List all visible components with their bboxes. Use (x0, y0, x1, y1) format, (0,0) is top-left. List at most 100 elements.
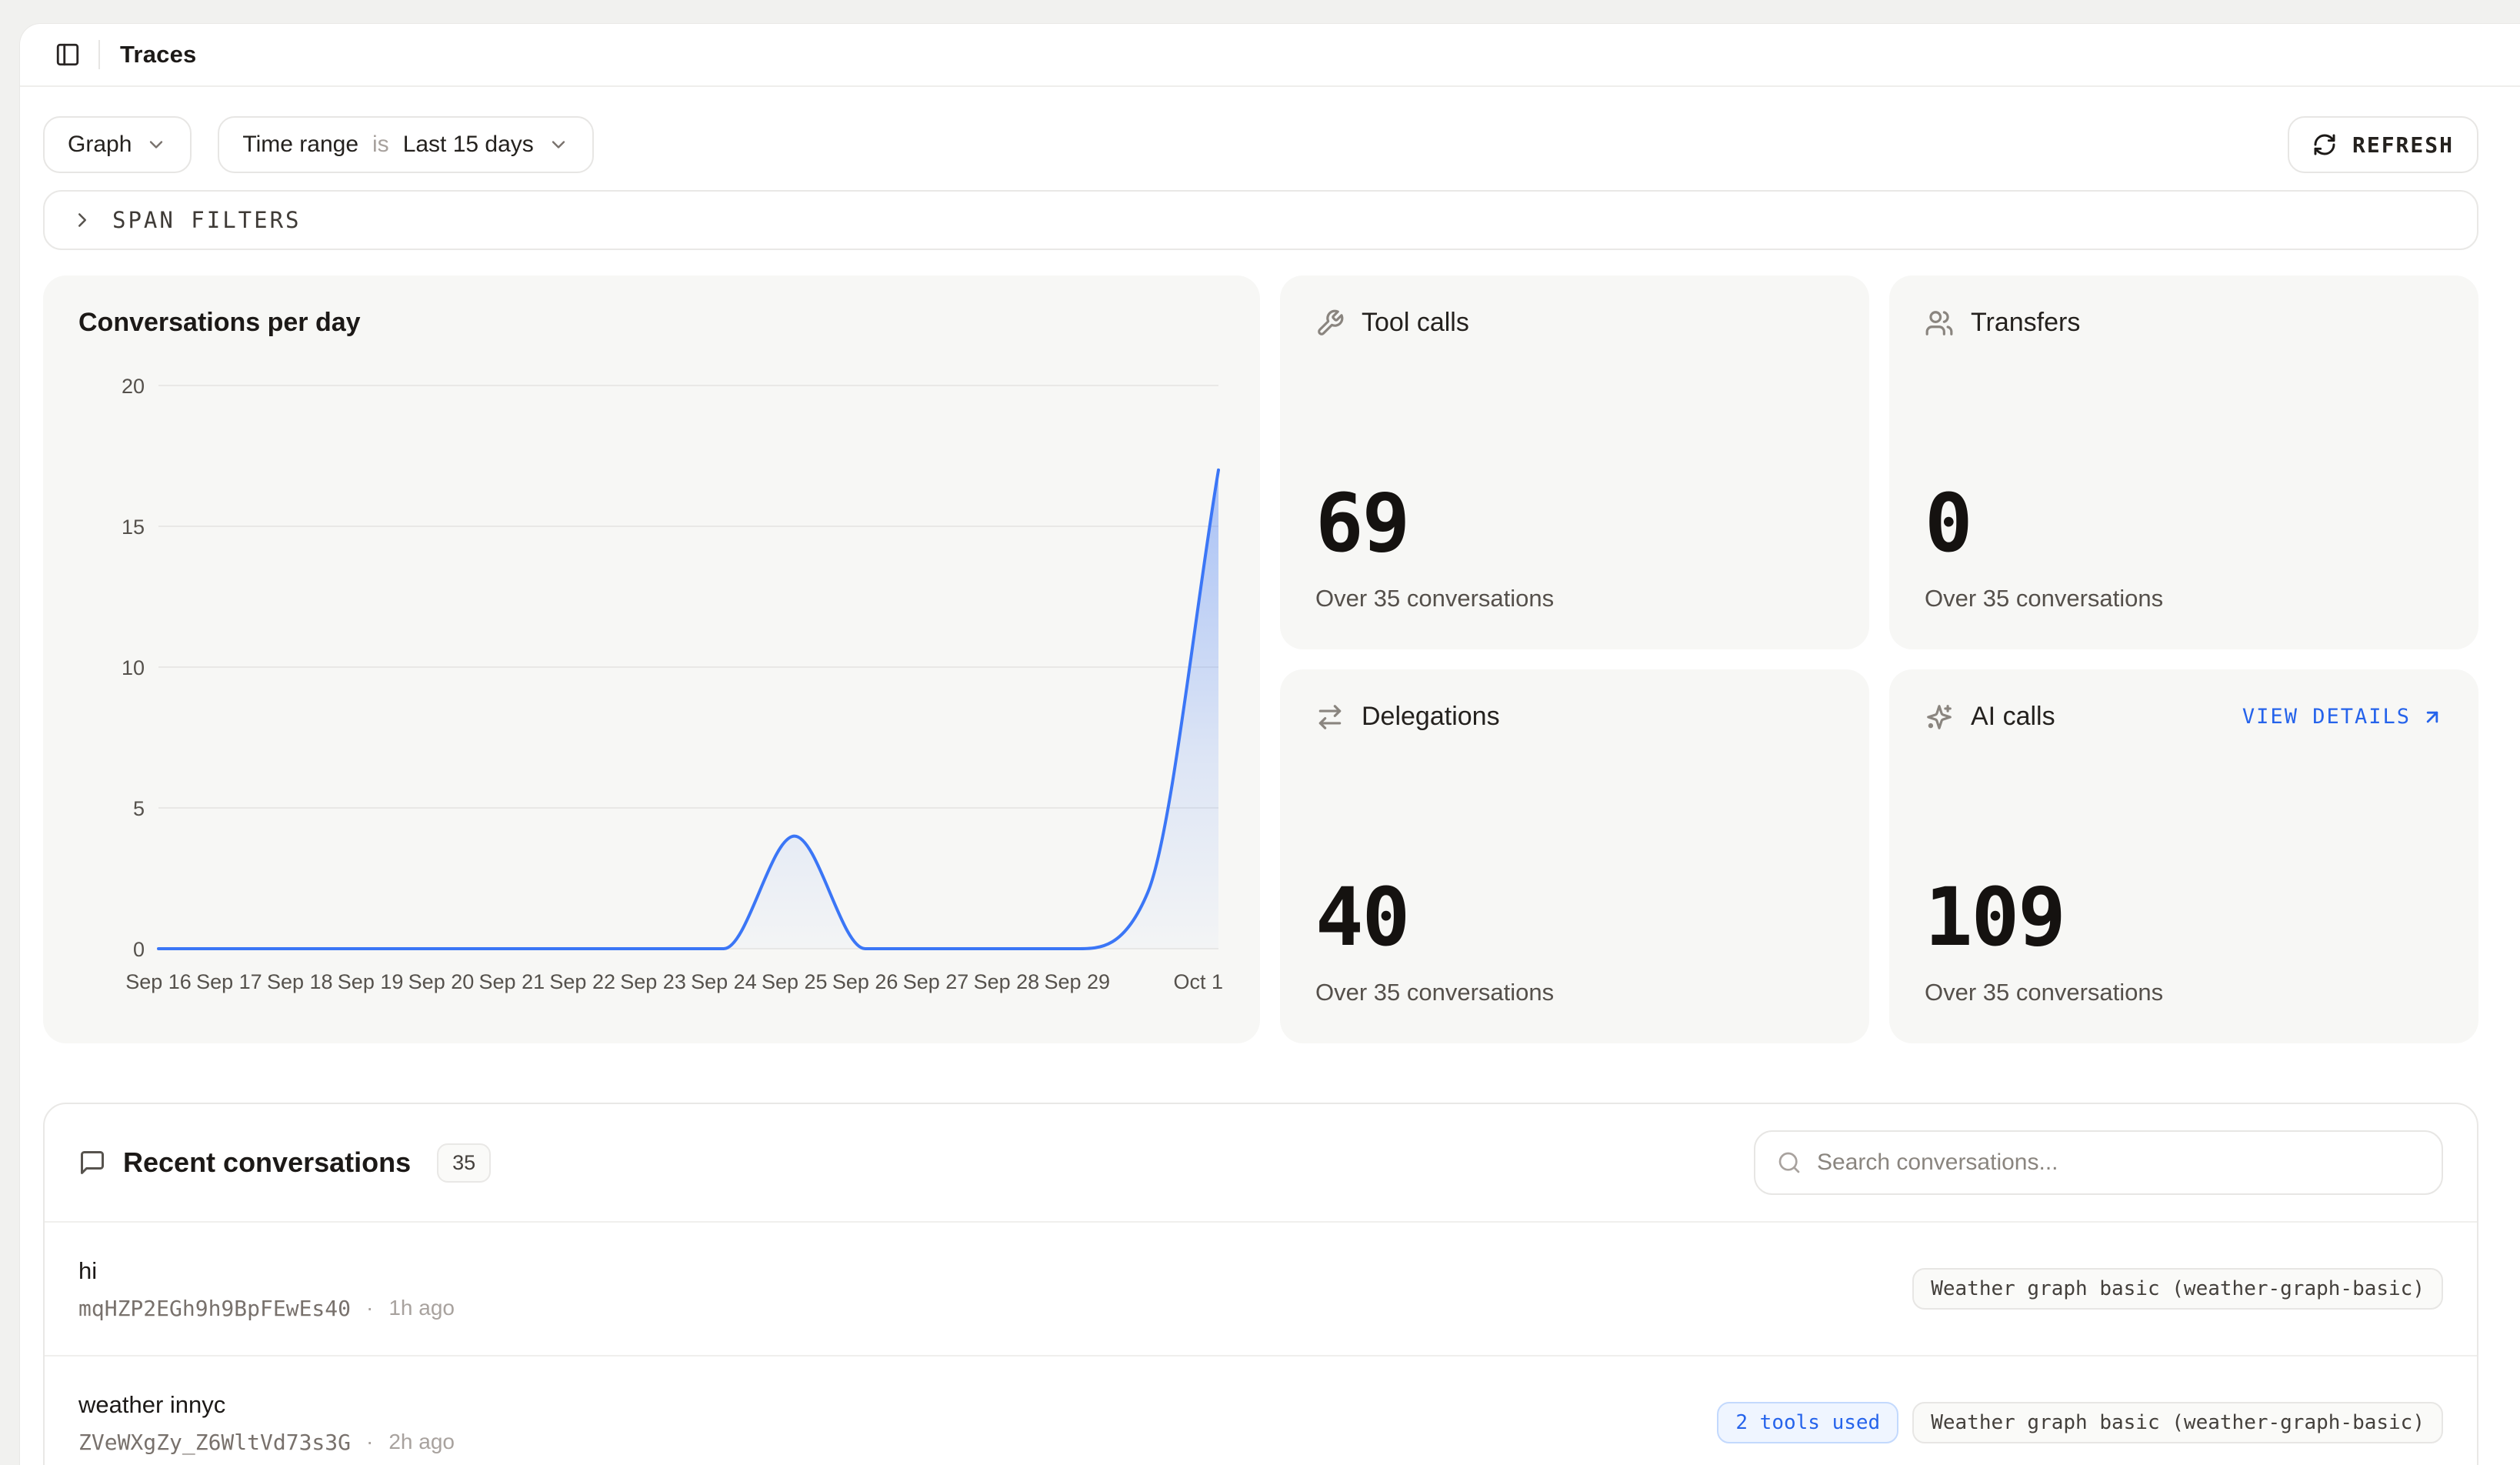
search-box (1754, 1130, 2443, 1195)
stat-value: 0 (1925, 476, 1973, 570)
stat-card-header: Delegations (1315, 702, 1834, 732)
svg-text:10: 10 (122, 656, 145, 679)
app-header: Traces (20, 24, 2520, 87)
chart-title: Conversations per day (78, 308, 361, 337)
page-title: Traces (120, 41, 197, 68)
stat-card-tool-calls: Tool calls 69 Over 35 conversations (1280, 275, 1869, 649)
stat-card-delegations: Delegations 40 Over 35 conversations (1280, 669, 1869, 1043)
refresh-icon (2312, 132, 2337, 157)
time-range-field: Time range (242, 132, 359, 157)
dot-separator: · (366, 1430, 374, 1453)
agent-badge: Weather graph basic (weather-graph-basic… (1912, 1268, 2443, 1310)
tools-used-badge: 2 tools used (1717, 1402, 1899, 1443)
conversations-chart: 0 5 10 15 20 Sep 16 Sep 17 Sep 18 Sep 19 Sep 20 Se… (78, 349, 1225, 1014)
svg-text:20: 20 (122, 375, 145, 398)
chevron-right-icon (71, 209, 94, 232)
svg-text:Sep 21: Sep 21 (479, 970, 545, 993)
search-icon (1777, 1150, 1802, 1175)
time-range-filter[interactable]: Time range is Last 15 days (218, 116, 594, 173)
svg-text:Sep 26: Sep 26 (832, 970, 898, 993)
conversation-row-left: weather innyc ZVeWXgZy_Z6WltVd73s3G · 2h… (78, 1391, 455, 1455)
svg-text:Oct 1: Oct 1 (1173, 970, 1223, 993)
conversation-badges: 2 tools used Weather graph basic (weathe… (1717, 1402, 2443, 1443)
stat-subtitle: Over 35 conversations (1315, 585, 1555, 612)
recent-conversations-header: Recent conversations 35 (45, 1104, 2477, 1221)
main-panel: Traces Graph Time range is Last 15 days (19, 23, 2520, 1465)
conversation-list: hi mqHZP2EGh9h9BpFEwEs40 · 1h ago Weathe… (45, 1221, 2477, 1465)
dot-separator: · (366, 1296, 374, 1320)
panel-left-icon (55, 42, 81, 68)
stat-label: Tool calls (1362, 308, 1469, 337)
graph-dropdown-label: Graph (68, 132, 132, 157)
view-details-label: VIEW DETAILS (2242, 705, 2411, 729)
stat-card-header: AI calls VIEW DETAILS (1925, 702, 2443, 732)
recent-conversations-title: Recent conversations (123, 1146, 412, 1178)
arrow-up-right-icon (2422, 706, 2443, 728)
svg-text:Sep 23: Sep 23 (620, 970, 686, 993)
toolbar: Graph Time range is Last 15 days (43, 116, 2478, 173)
conversation-row[interactable]: weather innyc ZVeWXgZy_Z6WltVd73s3G · 2h… (45, 1357, 2477, 1465)
stat-value: 40 (1315, 870, 1410, 964)
conversation-row-left: hi mqHZP2EGh9h9BpFEwEs40 · 1h ago (78, 1257, 455, 1321)
svg-text:Sep 28: Sep 28 (974, 970, 1040, 993)
agent-badge: Weather graph basic (weather-graph-basic… (1912, 1402, 2443, 1443)
dashboard-grid: Conversations per day 0 5 10 15 20 Sep 16 Sep … (43, 275, 2478, 1043)
conversation-time: 1h ago (388, 1296, 455, 1320)
svg-text:Sep 19: Sep 19 (338, 970, 404, 993)
conversations-chart-card: Conversations per day 0 5 10 15 20 Sep 16 Sep … (43, 275, 1260, 1043)
sparkles-icon (1925, 702, 1954, 732)
time-range-operator: is (372, 132, 389, 157)
conversation-count-badge: 35 (437, 1143, 492, 1183)
svg-text:Sep 25: Sep 25 (762, 970, 828, 993)
svg-text:Sep 16: Sep 16 (125, 970, 192, 993)
header-divider (98, 40, 100, 69)
message-square-icon (78, 1149, 106, 1176)
content: Graph Time range is Last 15 days (20, 116, 2520, 1465)
chevron-down-icon (145, 134, 167, 155)
stat-subtitle: Over 35 conversations (1925, 585, 2164, 612)
svg-text:Sep 24: Sep 24 (691, 970, 757, 993)
view-details-link[interactable]: VIEW DETAILS (2242, 705, 2443, 729)
svg-text:Sep 27: Sep 27 (903, 970, 969, 993)
sidebar-toggle-button[interactable] (48, 35, 88, 75)
stat-value: 109 (1925, 870, 2066, 964)
conversation-title: weather innyc (78, 1390, 226, 1418)
stat-subtitle: Over 35 conversations (1315, 979, 1555, 1006)
conversation-meta: mqHZP2EGh9h9BpFEwEs40 · 1h ago (78, 1296, 455, 1321)
conversation-id: mqHZP2EGh9h9BpFEwEs40 (78, 1295, 352, 1321)
conversation-row[interactable]: hi mqHZP2EGh9h9BpFEwEs40 · 1h ago Weathe… (45, 1223, 2477, 1357)
svg-text:0: 0 (133, 938, 145, 961)
stat-card-header: Tool calls (1315, 308, 1834, 338)
refresh-label: REFRESH (2352, 132, 2454, 158)
search-input[interactable] (1817, 1150, 2420, 1176)
conversation-title: hi (78, 1256, 98, 1284)
svg-text:Sep 22: Sep 22 (549, 970, 615, 993)
time-range-value: Last 15 days (402, 132, 534, 157)
stat-label: AI calls (1971, 702, 2055, 731)
conversation-time: 2h ago (388, 1430, 455, 1453)
svg-text:Sep 18: Sep 18 (267, 970, 333, 993)
svg-text:Sep 17: Sep 17 (196, 970, 262, 993)
stat-value: 69 (1315, 476, 1410, 570)
span-filters-label: SPAN FILTERS (112, 207, 302, 233)
conversation-meta: ZVeWXgZy_Z6WltVd73s3G · 2h ago (78, 1430, 455, 1455)
chevron-down-icon (548, 134, 569, 155)
stat-label: Transfers (1971, 308, 2081, 337)
stat-card-ai-calls: AI calls VIEW DETAILS 109 Over 35 conver… (1889, 669, 2478, 1043)
graph-dropdown[interactable]: Graph (43, 116, 192, 173)
conversation-badges: Weather graph basic (weather-graph-basic… (1912, 1268, 2443, 1310)
conversation-id: ZVeWXgZy_Z6WltVd73s3G (78, 1429, 352, 1455)
svg-text:Sep 20: Sep 20 (408, 970, 475, 993)
span-filters-toggle[interactable]: SPAN FILTERS (43, 190, 2478, 250)
users-icon (1925, 309, 1954, 338)
arrows-swap-icon (1315, 702, 1345, 732)
refresh-button[interactable]: REFRESH (2287, 116, 2478, 173)
recent-conversations-card: Recent conversations 35 hi (43, 1103, 2478, 1465)
stat-subtitle: Over 35 conversations (1925, 979, 2164, 1006)
svg-text:Sep 29: Sep 29 (1044, 970, 1110, 993)
stat-card-transfers: Transfers 0 Over 35 conversations (1889, 275, 2478, 649)
wrench-icon (1315, 309, 1345, 338)
stat-label: Delegations (1362, 702, 1500, 731)
svg-text:5: 5 (133, 797, 145, 820)
